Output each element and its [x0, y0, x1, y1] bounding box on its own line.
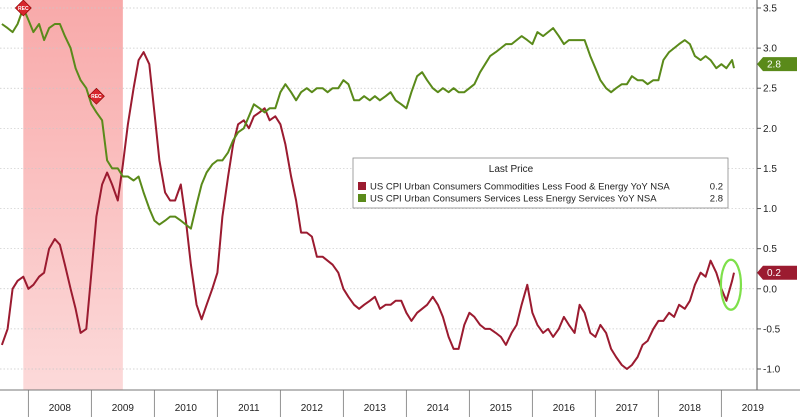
x-tick-label: 2010	[175, 403, 198, 414]
x-tick-label: 2012	[301, 403, 324, 414]
x-tick-label: 2016	[553, 403, 576, 414]
series-line-1	[1, 7, 735, 230]
recession-marker-label: REC	[18, 6, 29, 12]
last-value-badge-text: 2.8	[767, 60, 781, 71]
x-tick-label: 2009	[112, 403, 135, 414]
y-tick-label: 2.0	[763, 124, 777, 135]
y-tick-label: 1.5	[763, 164, 777, 175]
y-tick-label: 1.0	[763, 204, 777, 215]
y-tick-label: 3.5	[763, 4, 777, 15]
last-value-badge-text: 0.2	[767, 268, 781, 279]
legend-entry-name: US CPI Urban Consumers Services Less Ene…	[370, 194, 657, 205]
x-tick-label: 2014	[427, 403, 450, 414]
legend-swatch	[358, 182, 366, 190]
y-tick-label: 2.5	[763, 84, 777, 95]
recession-marker: REC	[14, 0, 32, 17]
recession-band	[23, 0, 123, 390]
recession-marker-label: REC	[91, 94, 102, 100]
x-tick-label: 2018	[679, 403, 702, 414]
legend-swatch	[358, 194, 366, 202]
legend-title: Last Price	[489, 164, 534, 175]
y-tick-label: -1.0	[763, 365, 781, 376]
x-tick-label: 2008	[49, 403, 72, 414]
x-tick-label: 2015	[490, 403, 513, 414]
legend-box	[352, 157, 729, 209]
y-tick-label: -0.5	[763, 324, 781, 335]
legend-entry-value: 0.2	[710, 182, 723, 193]
highlight-ellipse	[719, 258, 743, 311]
y-tick-label: 0.0	[763, 284, 777, 295]
last-value-badge: 2.8	[757, 57, 797, 72]
y-tick-label: 0.5	[763, 244, 777, 255]
x-tick-label: 2019	[742, 403, 765, 414]
legend-entry-name: US CPI Urban Consumers Commodities Less …	[370, 182, 670, 193]
recession-marker: REC	[87, 87, 105, 105]
series-line-0	[0, 51, 735, 370]
x-tick-label: 2011	[238, 403, 260, 414]
x-tick-label: 2013	[364, 403, 387, 414]
y-tick-label: 3.0	[763, 44, 777, 55]
x-tick-label: 2017	[616, 403, 639, 414]
legend-entry-value: 2.8	[710, 194, 723, 205]
last-value-badge: 0.2	[757, 265, 797, 280]
